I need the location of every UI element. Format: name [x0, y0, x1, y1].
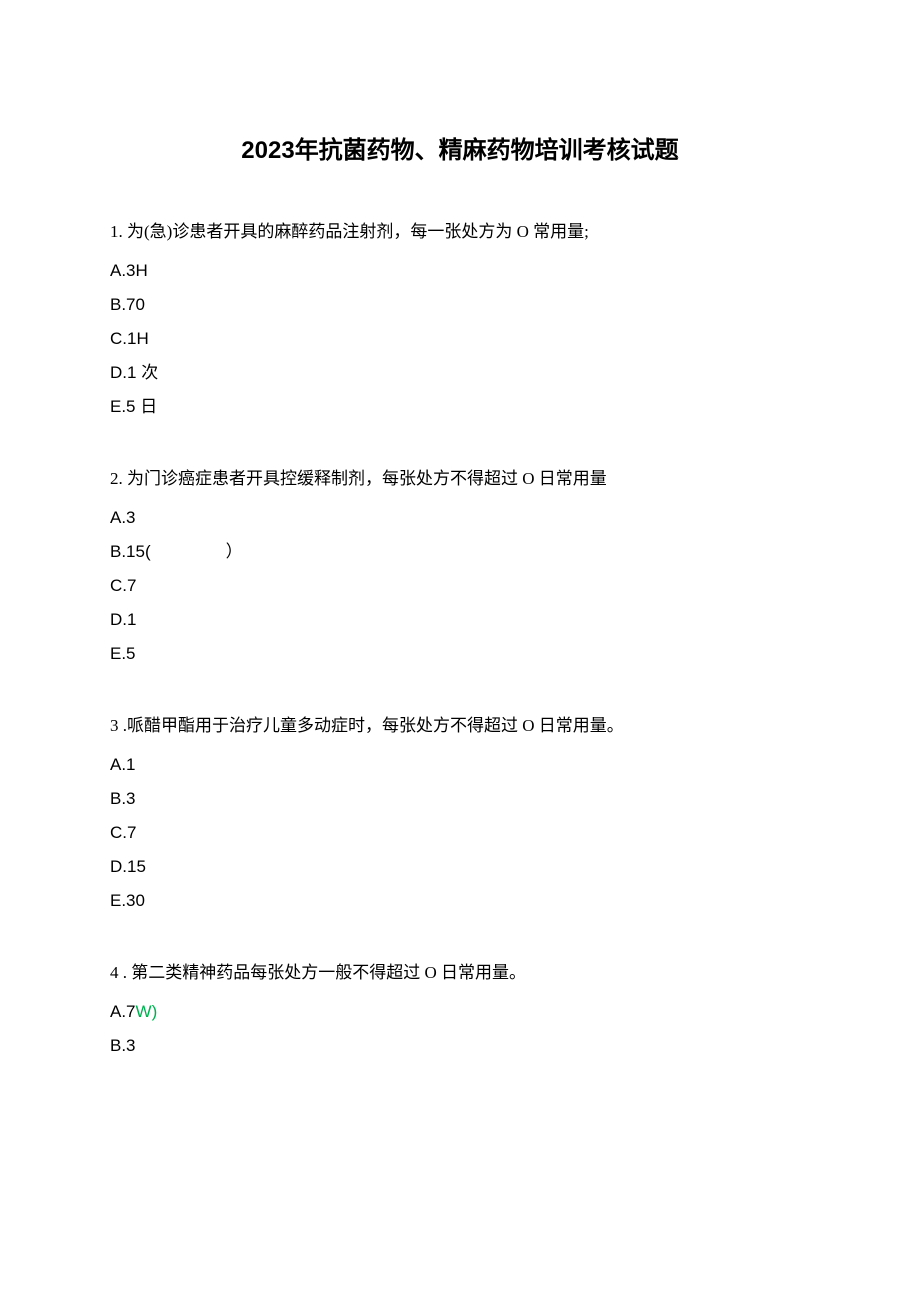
option-label: D.15: [110, 857, 146, 876]
option-label: C.7: [110, 823, 136, 842]
question-block: 1. 为(急)诊患者开具的麻醉药品注射剂，每一张处方为 O 常用量; A.3H B.…: [110, 215, 810, 424]
option-label: C.1H: [110, 329, 149, 348]
page-title: 2023年抗菌药物、精麻药物培训考核试题: [110, 130, 810, 165]
option: C.1H: [110, 322, 810, 356]
option-label: E.30: [110, 891, 145, 910]
option: B.15( ）: [110, 535, 810, 569]
option-suffix: W): [136, 1002, 158, 1021]
option: E.5 日: [110, 390, 810, 424]
option: B.3: [110, 782, 810, 816]
option-label: B.15(: [110, 542, 151, 561]
question-text: 2. 为门诊癌症患者开具控缓释制剂，每张处方不得超过 O 日常用量: [110, 462, 810, 496]
option-label: C.7: [110, 576, 136, 595]
option: A.1: [110, 748, 810, 782]
option-label: A.3H: [110, 261, 148, 280]
option-label: B.3: [110, 789, 136, 808]
option-label: A.7: [110, 1002, 136, 1021]
option-label: B.3: [110, 1036, 136, 1055]
option-label: D.1 次: [110, 363, 158, 382]
option: B.3: [110, 1029, 810, 1063]
option: C.7: [110, 569, 810, 603]
question-text: 4 . 第二类精神药品每张处方一般不得超过 O 日常用量。: [110, 956, 810, 990]
question-block: 3 .哌醋甲酯用于治疗儿童多动症时，每张处方不得超过 O 日常用量。 A.1 B.3…: [110, 709, 810, 918]
option-label: E.5: [110, 644, 136, 663]
option: D.1 次: [110, 356, 810, 390]
option-label: E.5 日: [110, 397, 157, 416]
questions-container: 1. 为(急)诊患者开具的麻醉药品注射剂，每一张处方为 O 常用量; A.3H B.…: [110, 215, 810, 1063]
option: E.30: [110, 884, 810, 918]
option-label: A.1: [110, 755, 136, 774]
option: D.15: [110, 850, 810, 884]
option: D.1: [110, 603, 810, 637]
question-text: 3 .哌醋甲酯用于治疗儿童多动症时，每张处方不得超过 O 日常用量。: [110, 709, 810, 743]
option: C.7: [110, 816, 810, 850]
question-text: 1. 为(急)诊患者开具的麻醉药品注射剂，每一张处方为 O 常用量;: [110, 215, 810, 249]
option-suffix: ）: [226, 535, 243, 569]
option: A.7W): [110, 995, 810, 1029]
option: B.70: [110, 288, 810, 322]
option: A.3: [110, 501, 810, 535]
question-block: 4 . 第二类精神药品每张处方一般不得超过 O 日常用量。A.7W)B.3: [110, 956, 810, 1063]
option: A.3H: [110, 254, 810, 288]
option-label: A.3: [110, 508, 136, 527]
option: E.5: [110, 637, 810, 671]
option-label: D.1: [110, 610, 136, 629]
question-block: 2. 为门诊癌症患者开具控缓释制剂，每张处方不得超过 O 日常用量 A.3 B.15…: [110, 462, 810, 671]
option-label: B.70: [110, 295, 145, 314]
